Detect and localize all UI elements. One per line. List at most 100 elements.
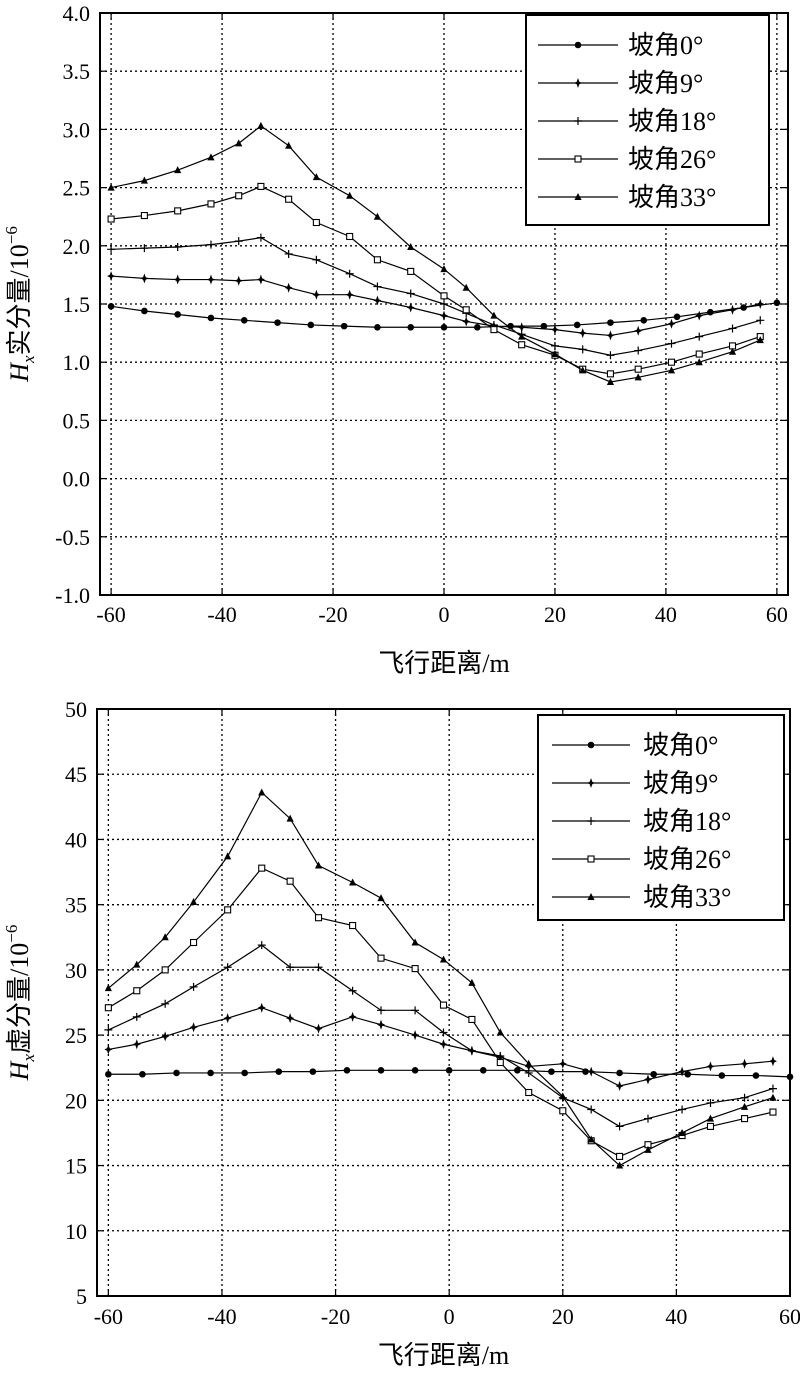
data-point [240,316,248,324]
data-point [496,1058,504,1067]
data-point [161,999,170,1008]
data-point [132,1012,141,1021]
data-point [312,289,321,300]
x-tick-label: -40 [207,602,236,627]
data-point [207,200,215,208]
data-point [650,1070,657,1078]
data-point [346,191,354,199]
x-tick-label: -40 [207,1304,236,1329]
data-point [517,322,526,333]
data-point [518,341,526,349]
data-point [373,256,381,264]
data-point [257,121,265,129]
data-point [312,173,320,181]
x-axis-label: 飞行距离/m [378,1341,509,1370]
data-point [107,183,115,191]
data-point [440,310,448,321]
data-point [343,1067,351,1074]
legend: 坡角0° 坡角9° 坡角18° 坡角26° 坡角33° [525,14,770,226]
data-point [695,310,704,321]
y-tick-label: 30 [65,958,87,983]
legend-marker [587,893,595,900]
data-point [606,377,615,385]
data-point [140,176,148,184]
data-point [740,1058,749,1069]
data-point [741,1115,749,1123]
legend-marker [574,41,582,49]
data-point [312,218,320,227]
data-point [615,1161,624,1169]
data-point [104,1004,112,1012]
y-tick-label: 15 [65,1154,87,1179]
data-point [206,240,215,249]
data-point [256,233,265,242]
data-point [752,1072,760,1079]
data-point [258,788,266,796]
data-point [607,319,614,326]
data-point [235,192,243,200]
plot-frame [96,708,791,1297]
data-point [234,275,243,286]
data-point [348,986,357,995]
data-point [718,1072,726,1079]
y-tick-label: 1.5 [63,292,91,317]
chart-2: -60 -40 -20 0 20 40 605101520253035404550坡角0°坡… [2,697,800,1370]
data-point [678,1066,687,1077]
data-point [207,153,215,161]
y-tick-label: 2.5 [63,176,91,201]
y-tick-label: -1.0 [55,583,90,608]
x-tick-label: 0 [439,602,450,627]
y-label-sub: x [19,355,38,364]
y-tick-label: 3.5 [63,59,91,84]
data-point [473,323,481,331]
y-label-rest: 实分量/10 [5,244,34,355]
legend-marker [574,193,582,200]
legend-label: 坡角26° [643,845,731,874]
y-label-sub: x [19,1054,38,1063]
data-point [133,960,141,968]
data-point [525,1088,533,1097]
data-point [462,306,470,314]
data-point [307,321,315,329]
data-point [406,289,415,298]
data-point [559,1107,567,1115]
data-point [439,955,448,963]
y-label-main: H [5,1060,34,1081]
data-point [756,299,765,309]
data-point [348,1011,357,1022]
y-tick-label: 40 [65,827,87,852]
data-point [695,332,704,341]
data-point [606,330,615,341]
data-point [132,1039,141,1050]
data-point [634,373,642,381]
data-point [189,1022,198,1033]
data-point [207,1069,214,1077]
data-point [740,1093,749,1102]
data-point [161,966,169,974]
data-point [173,242,182,251]
y-tick-label: 5 [76,1284,87,1309]
data-point [462,283,470,291]
data-point [411,1030,420,1041]
data-point [439,1028,448,1037]
data-point [223,1013,232,1024]
data-point [189,982,198,991]
data-point [634,346,643,355]
y-axis-label: Hx实分量/10−6 [2,226,38,383]
y-label-exp: −6 [2,925,21,943]
data-point [439,1039,448,1050]
data-point [578,345,587,354]
data-point [616,1069,623,1077]
data-point [667,339,676,348]
data-point [224,906,232,914]
data-point [706,1114,715,1122]
data-point [684,1070,692,1078]
data-point [374,323,381,331]
data-point [257,182,265,190]
data-point [377,1006,386,1015]
data-point [107,215,115,223]
data-point [206,274,215,285]
data-point [728,347,737,355]
data-point [756,316,765,325]
